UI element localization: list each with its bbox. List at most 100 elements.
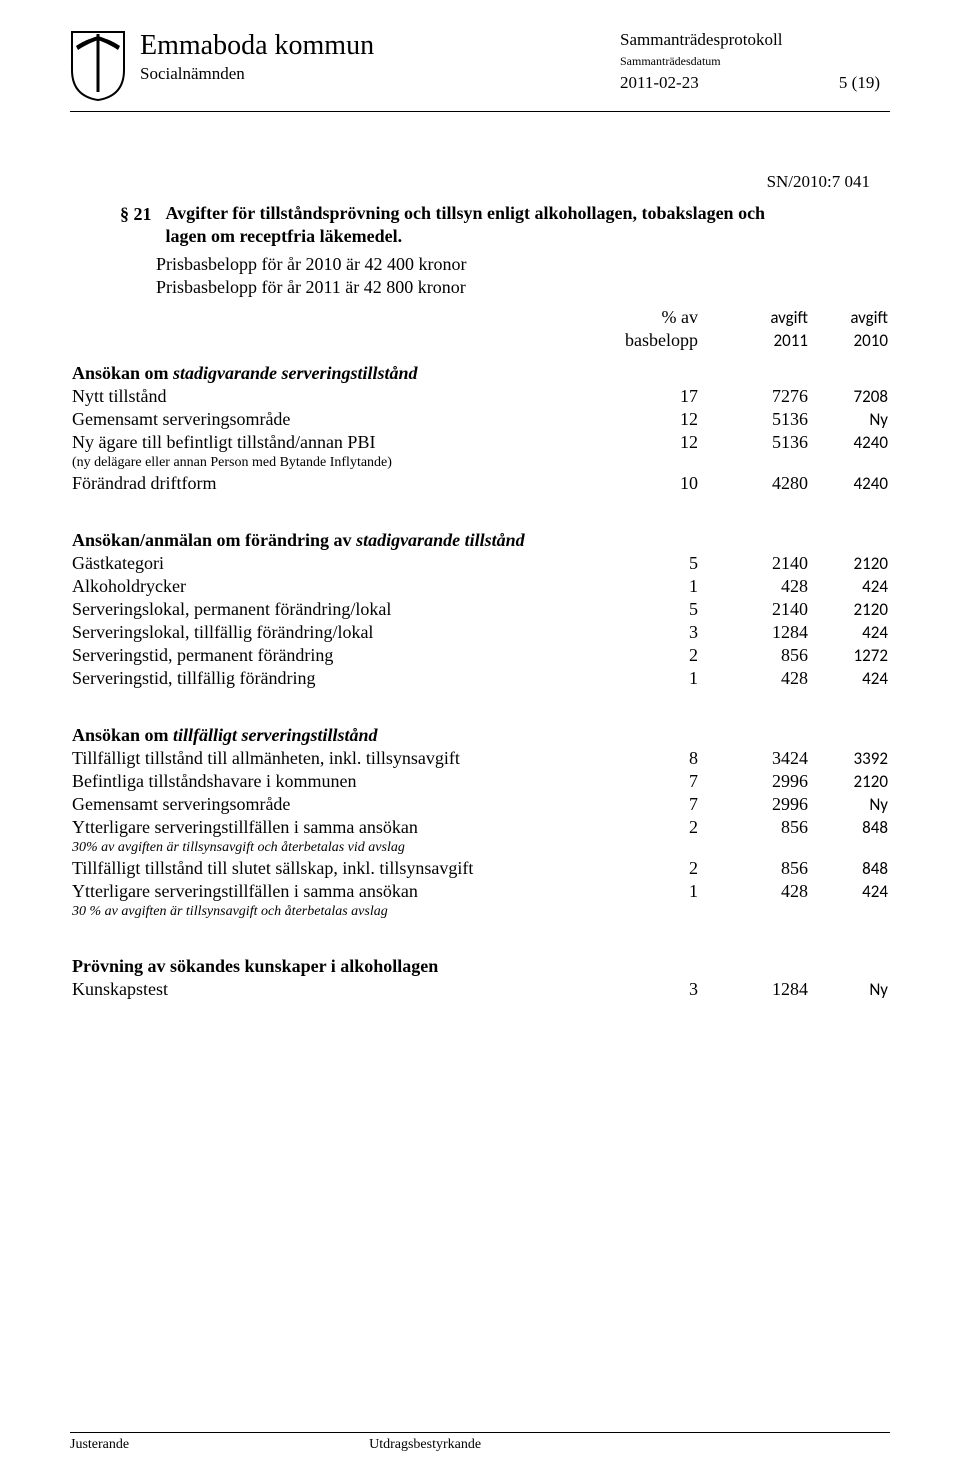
table-row: Ny ägare till befintligt tillstånd/annan… (70, 431, 890, 454)
table-row: Serveringslokal, tillfällig förändring/l… (70, 621, 890, 644)
cell: Kunskapstest (70, 978, 610, 1001)
cell: 856 (700, 857, 810, 880)
cell: (ny delägare eller annan Person med Byta… (70, 454, 890, 472)
table-row: Serveringslokal, permanent förändring/lo… (70, 598, 890, 621)
cat4-title: Prövning av sökandes kunskaper i alkohol… (70, 955, 890, 978)
cell: 856 (700, 644, 810, 667)
cell: 2120 (810, 552, 890, 575)
municipal-crest-icon (70, 30, 126, 102)
table-row: Serveringstid, permanent förändring 2 85… (70, 644, 890, 667)
cell: 1 (610, 880, 700, 903)
cell: 3424 (700, 747, 810, 770)
cell: 17 (610, 385, 700, 408)
footer-left: Justerande (70, 1437, 129, 1453)
cell: Gästkategori (70, 552, 610, 575)
cell: 2 (610, 644, 700, 667)
cell: 2 (610, 857, 700, 880)
fee-table: % av avgift avgift basbelopp 2011 2010 A… (70, 306, 890, 1001)
cell: 2996 (700, 793, 810, 816)
footer-row: Justerande Utdragsbestyrkande (70, 1437, 890, 1453)
cell: Ny (810, 978, 890, 1001)
crest-wrap (70, 30, 130, 107)
prisbas-2011: Prisbasbelopp för år 2011 är 42 800 kron… (156, 276, 890, 299)
cell: Serveringslokal, tillfällig förändring/l… (70, 621, 610, 644)
cell: Gemensamt serveringsområde (70, 408, 610, 431)
cell: Nytt tillstånd (70, 385, 610, 408)
cell: Ny (810, 408, 890, 431)
cell: 428 (700, 575, 810, 598)
cell: 4240 (810, 472, 890, 495)
cell: 7 (610, 770, 700, 793)
cat3-title: Ansökan om tillfälligt serveringstillstå… (70, 724, 890, 747)
cell: Ny ägare till befintligt tillstånd/annan… (70, 431, 610, 454)
cell: 3392 (810, 747, 890, 770)
cell: 3 (610, 978, 700, 1001)
cat2-title-b: stadigvarande tillstånd (356, 530, 525, 550)
cell: 1284 (700, 621, 810, 644)
table-row: Förändrad driftform 10 4280 4240 (70, 472, 890, 495)
table-row: Tillfälligt tillstånd till allmänheten, … (70, 747, 890, 770)
cat1-title-a: Ansökan om (72, 363, 173, 383)
cell: 7 (610, 793, 700, 816)
table-row: Tillfälligt tillstånd till slutet sällsk… (70, 857, 890, 880)
page-footer: Justerande Utdragsbestyrkande (70, 1432, 890, 1453)
cell: 848 (810, 816, 890, 839)
hdr-2011: 2011 (700, 329, 810, 352)
prisbas-block: Prisbasbelopp för år 2010 är 42 400 kron… (156, 253, 890, 300)
cat1-title-b: stadigvarande serveringstillstånd (173, 363, 418, 383)
hdr-avgift-2: avgift (810, 306, 890, 329)
meeting-date: 2011-02-23 (620, 73, 699, 93)
cell: 2120 (810, 770, 890, 793)
table-row: Befintliga tillståndshavare i kommunen 7… (70, 770, 890, 793)
table-row: Gästkategori 5 2140 2120 (70, 552, 890, 575)
protocol-title: Sammanträdesprotokoll (620, 30, 890, 50)
cat1-note: (ny delägare eller annan Person med Byta… (70, 454, 890, 472)
cell: 5 (610, 552, 700, 575)
cell: 7276 (700, 385, 810, 408)
cell: 5136 (700, 408, 810, 431)
hdr-pct: % av (610, 306, 700, 329)
table-row: Kunskapstest 3 1284 Ny (70, 978, 890, 1001)
cat3-title-b: tillfälligt serveringstillstånd (173, 725, 378, 745)
cell: 10 (610, 472, 700, 495)
cell: 2120 (810, 598, 890, 621)
cell: 1284 (700, 978, 810, 1001)
cell: 2140 (700, 598, 810, 621)
cell: Prövning av sökandes kunskaper i alkohol… (70, 955, 890, 978)
dept-name: Socialnämnden (140, 64, 600, 84)
cell: Serveringstid, tillfällig förändring (70, 667, 610, 690)
page-header: Emmaboda kommun Socialnämnden Sammanträd… (70, 30, 890, 107)
cell: 7208 (810, 385, 890, 408)
table-row: Alkoholdrycker 1 428 424 (70, 575, 890, 598)
cell: 2 (610, 816, 700, 839)
cell: Gemensamt serveringsområde (70, 793, 610, 816)
cell: 2996 (700, 770, 810, 793)
table-row: Serveringstid, tillfällig förändring 1 4… (70, 667, 890, 690)
cell: Serveringstid, permanent förändring (70, 644, 610, 667)
cell: Ytterligare serveringstillfällen i samma… (70, 816, 610, 839)
org-name: Emmaboda kommun (140, 30, 600, 62)
cell: 30 % av avgiften är tillsynsavgift och å… (70, 903, 890, 921)
cell: 1272 (810, 644, 890, 667)
cell: Alkoholdrycker (70, 575, 610, 598)
hdr-avgift-1: avgift (700, 306, 810, 329)
cell: Tillfälligt tillstånd till allmänheten, … (70, 747, 610, 770)
header-rule (70, 111, 890, 112)
cell: 12 (610, 408, 700, 431)
cell: Ny (810, 793, 890, 816)
cell: 424 (810, 575, 890, 598)
cell: Serveringslokal, permanent förändring/lo… (70, 598, 610, 621)
table-row: Gemensamt serveringsområde 7 2996 Ny (70, 793, 890, 816)
cell: 12 (610, 431, 700, 454)
table-row: Gemensamt serveringsområde 12 5136 Ny (70, 408, 890, 431)
cell: 428 (700, 880, 810, 903)
footer-right: Utdragsbestyrkande (369, 1437, 481, 1453)
cat3-title-a: Ansökan om (72, 725, 173, 745)
cell: 424 (810, 621, 890, 644)
footer-rule (70, 1432, 890, 1433)
table-row: Nytt tillstånd 17 7276 7208 (70, 385, 890, 408)
cell: 4240 (810, 431, 890, 454)
cell: 30% av avgiften är tillsynsavgift och åt… (70, 839, 890, 857)
page-number: 5 (19) (839, 73, 880, 93)
cat1-title: Ansökan om stadigvarande serveringstills… (70, 362, 890, 385)
